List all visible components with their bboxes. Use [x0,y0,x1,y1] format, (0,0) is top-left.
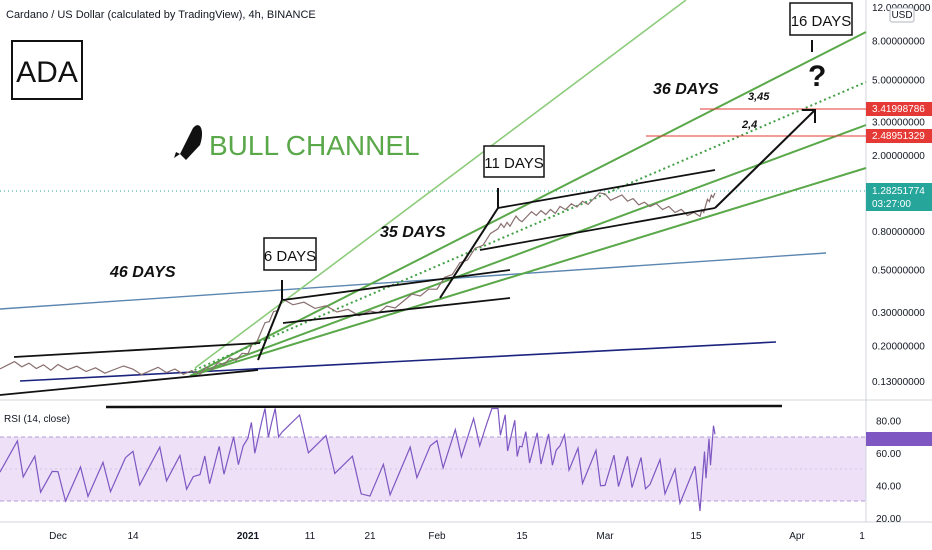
rsi-tick-3: 20.00 [876,514,901,525]
price-tick-2: 5.00000000 [872,75,925,86]
bull-channel-label: BULL CHANNEL [209,130,420,161]
rocket-icon [174,125,203,160]
countdown-value: 03:27:00 [872,199,911,210]
price-tick-5: 0.80000000 [872,227,925,238]
dotted-green-line [189,81,867,373]
ada-label: ADA [16,56,78,89]
target-low-badge [866,129,932,143]
days-16-box [789,2,853,36]
rsi-tick-2: 40.00 [876,481,901,492]
time-tick-3: 11 [305,531,316,542]
price-tick-4: 2.00000000 [872,151,925,162]
rsi-title: RSI (14, close) [4,414,70,425]
chart-title: Cardano / US Dollar (calculated by Tradi… [6,9,316,21]
days-16-label: 16 DAYS [791,13,852,30]
time-tick-7: Mar [596,531,614,542]
days-6-label: 6 DAYS [264,248,316,265]
days-11-label: 11 DAYS [484,155,543,172]
ada-box [11,40,83,100]
rsi-tick-0: 80.00 [876,416,901,427]
days-46-label: 46 DAYS [109,264,176,281]
currency-label: USD [891,10,912,21]
question-mark: ? [808,60,826,93]
time-tick-0: Dec [49,531,67,542]
time-tick-1: 14 [127,531,139,542]
black-arrows [257,109,816,361]
steel-trendline [0,252,827,310]
time-tick-9: Apr [789,531,805,542]
time-tick-4: 21 [364,531,376,542]
price-tick-9: 0.13000000 [872,377,925,388]
rsi-axis: 80.00 60.00 40.00 20.00 [876,416,901,524]
label-345: 3,45 [748,91,770,103]
price-tick-6: 0.50000000 [872,266,925,277]
time-tick-5: Feb [428,531,446,542]
time-tick-8: 15 [690,531,702,542]
days-6-box [263,237,317,271]
rsi-tick-1: 60.00 [876,449,901,460]
time-tick-6: 15 [516,531,528,542]
time-axis[interactable]: Dec 14 2021 11 21 Feb 15 Mar 15 Apr 1 [49,531,865,542]
target-high-badge [866,102,932,116]
currency-badge[interactable] [889,7,915,23]
rsi-series-line [0,407,716,512]
target-low-value: 2.48951329 [872,131,925,142]
days-35-label: 35 DAYS [380,224,446,241]
current-price-value: 1.28251774 [872,186,925,197]
price-tick-7: 0.30000000 [872,308,925,319]
price-tick-1: 8.00000000 [872,37,925,48]
days-36-label: 36 DAYS [653,81,719,98]
time-tick-10: 1 [859,531,865,542]
price-tick-3: 3.00000000 [872,118,925,129]
time-tick-2: 2021 [237,531,260,542]
current-price-badge [866,183,932,211]
target-high-value: 3.41998786 [872,104,925,115]
black-channels [0,169,783,409]
price-tick-8: 0.20000000 [872,341,925,352]
rsi-value-badge [866,432,932,446]
navy-trendline [19,341,777,382]
label-24: 2,4 [741,119,757,131]
green-fan-lines [189,0,867,377]
days-11-box [483,145,545,178]
price-series-line [0,192,716,376]
